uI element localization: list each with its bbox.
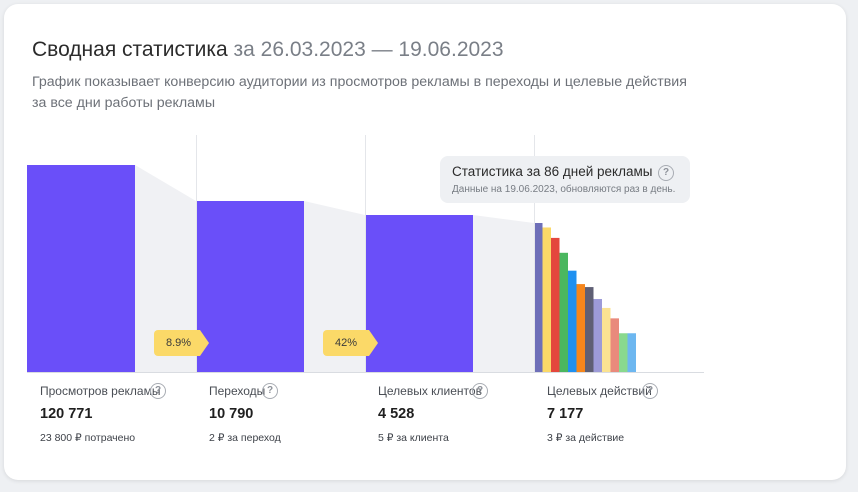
metric-value: 120 771 — [40, 406, 93, 422]
funnel-connector — [304, 201, 365, 372]
metric-label: Целевых клиентов — [378, 384, 482, 398]
metric-sub: 23 800 ₽ потрачено — [40, 432, 136, 444]
help-icon[interactable]: ? — [642, 383, 658, 399]
metric-value: 7 177 — [547, 406, 584, 422]
action-bar[interactable] — [610, 318, 620, 372]
action-bar[interactable] — [602, 307, 611, 372]
date-range: за 26.03.2023 — 19.06.2023 — [233, 38, 504, 61]
metric-sub: 3 ₽ за действие — [547, 432, 625, 444]
action-bar[interactable] — [551, 237, 560, 372]
action-bar[interactable] — [585, 287, 594, 372]
metric-value: 4 528 — [378, 406, 415, 422]
help-icon[interactable]: ? — [150, 383, 166, 399]
funnel-connector — [473, 215, 534, 372]
action-bar[interactable] — [568, 270, 577, 372]
metric-label: Целевых действий — [547, 384, 652, 398]
tooltip-title: Статистика за 86 дней рекламы — [452, 164, 653, 179]
action-bar[interactable] — [534, 223, 543, 372]
tooltip-subtitle: Данные на 19.06.2023, обновляются раз в … — [452, 184, 676, 195]
funnel-bar[interactable] — [196, 201, 304, 372]
metric-value: 10 790 — [209, 406, 254, 422]
help-icon[interactable]: ? — [658, 165, 674, 181]
action-bar[interactable] — [627, 333, 637, 372]
funnel-bar[interactable] — [365, 215, 473, 372]
gridline — [196, 135, 197, 372]
page-title: Сводная статистика за 26.03.2023 — 19.06… — [32, 38, 504, 62]
metric-label: Просмотров рекламы — [40, 384, 161, 398]
metric-sub: 2 ₽ за переход — [209, 432, 281, 444]
page-subtitle: График показывает конверсию аудитории из… — [32, 74, 687, 111]
metric-sub: 5 ₽ за клиента — [378, 432, 449, 444]
action-bar[interactable] — [542, 227, 552, 372]
help-icon[interactable]: ? — [472, 383, 488, 399]
gridline — [534, 135, 535, 372]
action-bar[interactable] — [576, 284, 586, 372]
help-icon[interactable]: ? — [262, 383, 278, 399]
stats-tooltip: Статистика за 86 дней рекламы Данные на … — [440, 156, 690, 203]
action-bar[interactable] — [593, 298, 603, 372]
funnel-connector — [135, 165, 196, 372]
metric-label: Переходы — [209, 384, 266, 398]
chart-baseline — [27, 372, 704, 373]
action-bar[interactable] — [559, 252, 569, 372]
conversion-badge: 8.9% — [154, 330, 209, 356]
action-bar[interactable] — [619, 333, 628, 372]
gridline — [365, 135, 366, 372]
title-text: Сводная статистика — [32, 38, 228, 61]
conversion-badge: 42% — [323, 330, 378, 356]
funnel-bar[interactable] — [27, 165, 135, 372]
